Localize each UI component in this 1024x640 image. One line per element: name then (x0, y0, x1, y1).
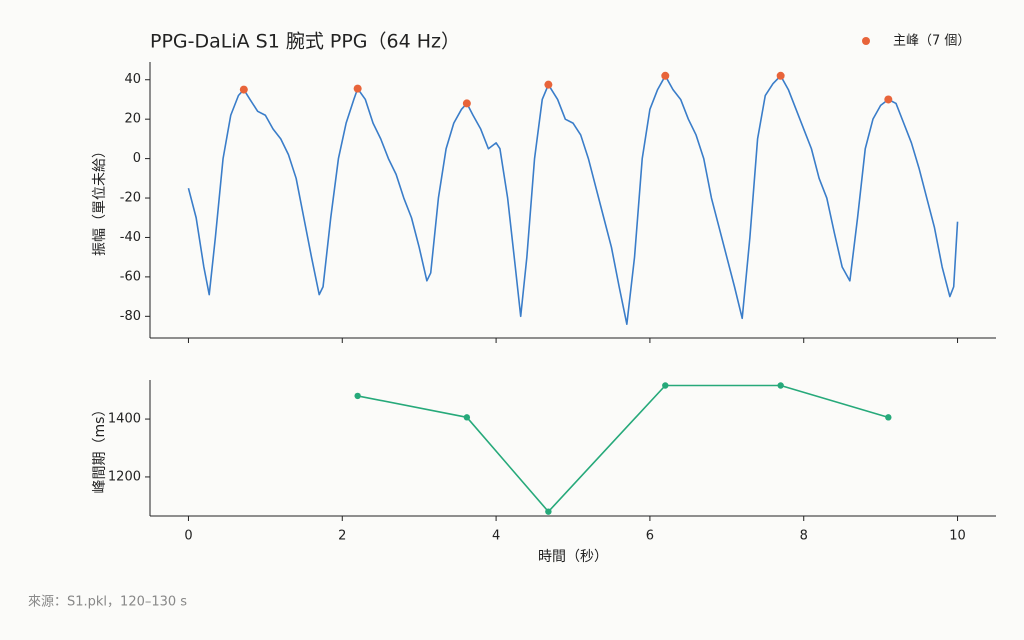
legend-marker (862, 37, 870, 45)
x-tick-label: 0 (184, 529, 192, 544)
data-point (354, 392, 361, 400)
peak-marker (776, 71, 785, 80)
data-point (545, 508, 552, 515)
peak-marker (544, 80, 553, 89)
peak-marker (661, 71, 670, 80)
data-line (187, 75, 959, 325)
peak-marker (462, 99, 471, 108)
legend-label: 主峰（7 個） (893, 34, 970, 49)
data-point (885, 414, 892, 421)
x-tick-label: 4 (492, 529, 500, 544)
y-tick-label: 1400 (108, 412, 141, 427)
y-tick-label: 40 (124, 72, 141, 87)
y-tick-label: -60 (120, 269, 141, 284)
x-tick-label: 10 (949, 529, 966, 544)
y-tick-label: 0 (133, 151, 141, 166)
x-tick-label: 2 (338, 529, 346, 544)
y-axis-label: 峰間期（ms） (92, 403, 108, 494)
data-point (662, 382, 669, 389)
y-tick-label: -20 (120, 191, 141, 206)
data-point (463, 414, 471, 421)
x-tick-label: 8 (800, 529, 808, 544)
y-tick-label: -40 (120, 230, 141, 245)
peak-marker (884, 95, 893, 104)
x-tick-label: 6 (646, 529, 654, 544)
peak-marker (239, 85, 248, 94)
source-note: 來源：S1.pkl，120–130 s (28, 595, 187, 610)
data-line (357, 384, 889, 513)
peak-marker (353, 84, 362, 93)
chart-title: PPG-DaLiA S1 腕式 PPG（64 Hz） (150, 31, 460, 53)
y-axis-label: 振幅（單位未給） (92, 144, 108, 256)
y-tick-label: 1200 (108, 469, 141, 484)
x-axis-label: 時間（秒） (538, 549, 608, 565)
y-tick-label: 20 (124, 112, 141, 127)
y-tick-label: -80 (120, 309, 141, 324)
data-point (777, 382, 784, 389)
